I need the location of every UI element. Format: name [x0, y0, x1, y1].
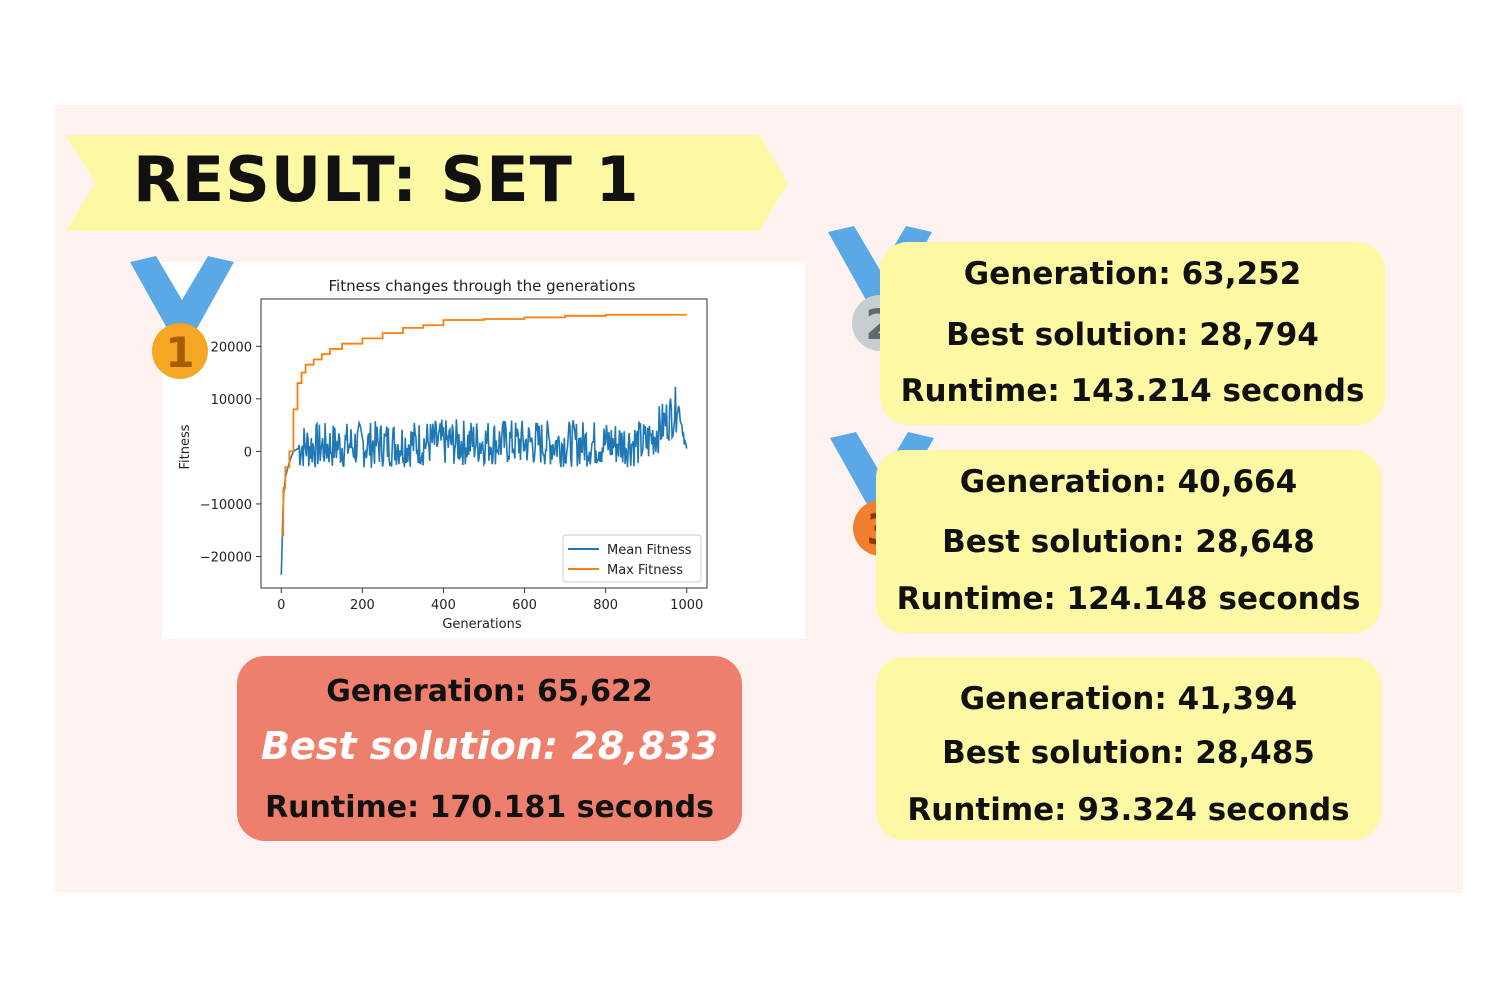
x-axis-label: Generations [442, 617, 522, 632]
plot-frame [260, 298, 708, 589]
second-runtime: Runtime: 143.214 seconds [900, 373, 1365, 409]
result-card-second: Generation: 63,252 Best solution: 28,794… [880, 242, 1385, 425]
series-line-mean-fitness [280, 386, 688, 575]
x-tick-label: 400 [431, 598, 456, 613]
fitness-chart: Fitness changes through the generations … [162, 262, 805, 639]
third-runtime: Runtime: 124.148 seconds [896, 581, 1361, 617]
chart-title: Fitness changes through the generations [329, 277, 636, 295]
gold-medal: 1 [126, 254, 238, 388]
third-generation: Generation: 40,664 [959, 464, 1298, 500]
second-generation: Generation: 63,252 [963, 256, 1302, 292]
first-runtime: Runtime: 170.181 seconds [265, 790, 714, 825]
third-best-solution: Best solution: 28,648 [942, 524, 1315, 560]
first-generation: Generation: 65,622 [326, 674, 653, 709]
title-banner [66, 135, 788, 231]
x-tick-label: 200 [350, 598, 375, 613]
chart-legend: Mean Fitness Max Fitness [562, 534, 702, 583]
medal-disc [152, 323, 208, 379]
x-tick-label: 1000 [670, 598, 703, 613]
legend-label-max: Max Fitness [607, 563, 683, 578]
y-tick-label: 20000 [211, 340, 252, 355]
medal-rank-1: 1 [165, 328, 194, 377]
legend-label-mean: Mean Fitness [607, 543, 692, 558]
series-line-max-fitness [281, 313, 687, 537]
fourth-runtime: Runtime: 93.324 seconds [907, 792, 1350, 828]
second-best-solution: Best solution: 28,794 [946, 317, 1319, 353]
ribbon-icon [130, 256, 234, 330]
y-tick-label: 10000 [211, 393, 252, 408]
x-tick-label: 800 [593, 598, 618, 613]
y-tick-label: 0 [244, 445, 252, 460]
slide-title: RESULT: SET 1 [133, 143, 640, 216]
x-tick-label: 600 [512, 598, 537, 613]
y-axis-label: Fitness [178, 424, 193, 469]
result-card-third: Generation: 40,664 Best solution: 28,648… [876, 450, 1381, 633]
y-tick-label: −10000 [200, 498, 252, 513]
fourth-generation: Generation: 41,394 [959, 681, 1298, 717]
y-tick-label: −20000 [200, 550, 252, 565]
x-tick-label: 0 [277, 598, 285, 613]
result-card-first: Generation: 65,622 Best solution: 28,833… [237, 656, 742, 841]
fitness-chart-svg: Fitness changes through the generations … [178, 277, 708, 632]
fourth-best-solution: Best solution: 28,485 [942, 735, 1315, 771]
result-card-fourth: Generation: 41,394 Best solution: 28,485… [876, 657, 1381, 840]
first-best-solution: Best solution: 28,833 [261, 724, 718, 768]
